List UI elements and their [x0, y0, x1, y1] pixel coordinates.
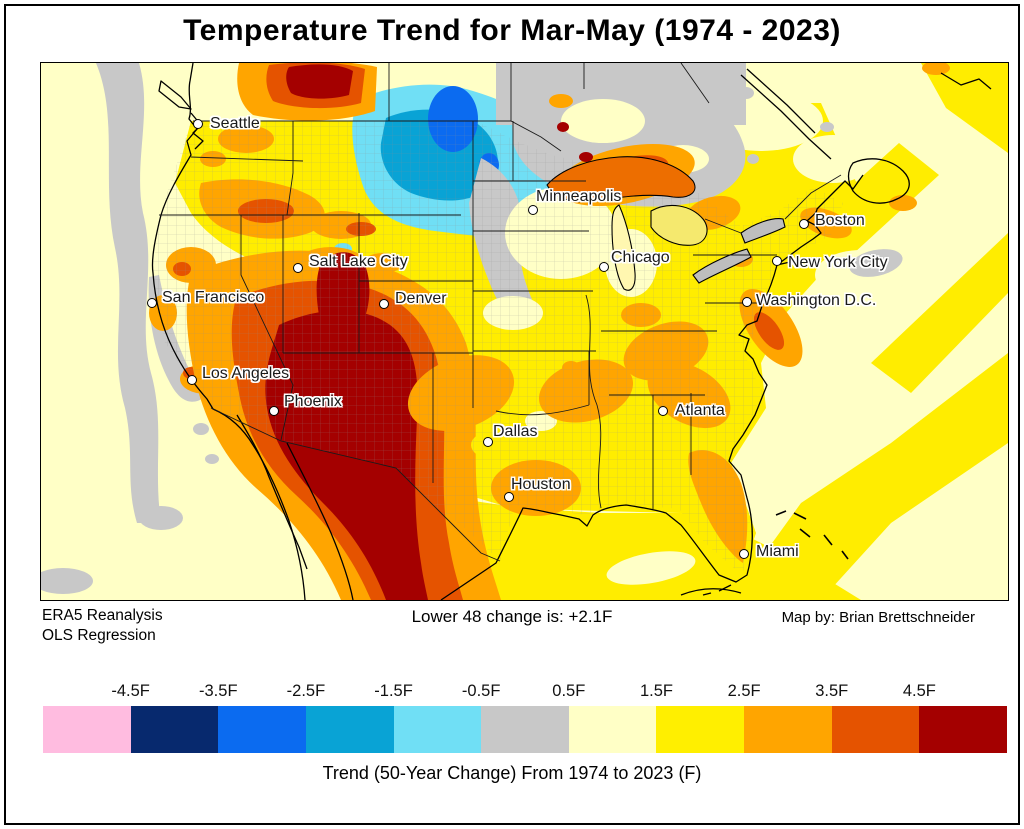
legend-tick-label: 3.5F: [815, 682, 849, 700]
city-label: San Francisco: [162, 289, 265, 306]
legend-color-swatch: [831, 706, 920, 753]
city-dot: [293, 263, 303, 273]
city-dot: [269, 406, 279, 416]
legend-ticks: -4.5F -3.5F -2.5F -1.5F -0.5F 0.5F 1.5F 2.5F 3.5…: [43, 682, 1007, 704]
city-label: Houston: [511, 476, 571, 493]
legend-tick-label: 2.5F: [727, 682, 761, 700]
state-borders: [159, 63, 842, 562]
map-panel: Seattle Salt Lake City San Francisco Los An…: [40, 62, 1009, 601]
credit-note: Map by: Brian Brettschneider: [781, 609, 975, 626]
method-line-2: OLS Regression: [42, 627, 156, 644]
legend-color-swatch: [43, 706, 131, 753]
city-label: Los Angeles: [202, 365, 290, 382]
legend-color-swatch: [744, 706, 832, 753]
legend-tick-label: 1.5F: [639, 682, 673, 700]
city-dot: [193, 119, 203, 129]
city-dot: [504, 492, 514, 502]
summary-note: Lower 48 change is: +2.1F: [411, 607, 613, 626]
city-label: New York City: [788, 254, 888, 271]
great-lakes: [546, 156, 786, 291]
method-line-1: ERA5 Reanalysis: [42, 607, 163, 624]
legend-color-swatch: [130, 706, 219, 753]
city-dot: [772, 256, 782, 266]
legend-tick-label: 0.5F: [552, 682, 586, 700]
legend-color-swatch: [305, 706, 394, 753]
city-label: Washington D.C.: [756, 292, 877, 309]
city-dot: [379, 299, 389, 309]
city-layer: Seattle Salt Lake City San Francisco Los An…: [41, 63, 1008, 600]
city-label: Boston: [815, 212, 865, 229]
city-dot: [742, 297, 752, 307]
legend-caption: Trend (50-Year Change) From 1974 to 2023…: [322, 763, 702, 783]
city-label: Seattle: [210, 115, 260, 132]
city-label: Miami: [756, 543, 799, 560]
legend-color-swatch: [568, 706, 657, 753]
city-dot: [739, 549, 749, 559]
legend-color-swatch: [919, 706, 1008, 753]
legend-tick-label: -4.5F: [111, 682, 150, 700]
legend-tick-label: -2.5F: [286, 682, 326, 700]
legend-tick-label: -3.5F: [199, 682, 238, 700]
city-dot: [528, 205, 538, 215]
city-label: Salt Lake City: [309, 253, 408, 270]
city-dot: [799, 219, 809, 229]
legend-tick-label: 4.5F: [902, 682, 936, 700]
city-label: Chicago: [611, 249, 670, 266]
city-dot: [483, 437, 493, 447]
method-note: ERA5 Reanalysis OLS Regression: [42, 606, 163, 646]
legend: -4.5F -3.5F -2.5F -1.5F -0.5F 0.5F 1.5F 2.5F 3.5…: [43, 682, 1008, 753]
city-label: Phoenix: [284, 393, 342, 410]
legend-color-swatch: [481, 706, 569, 753]
city-label: Denver: [395, 290, 447, 307]
city-dot: [599, 262, 609, 272]
city-label: Minneapolis: [536, 188, 622, 205]
legend-tick-label: -1.5F: [374, 682, 413, 700]
city-label: Atlanta: [675, 402, 725, 419]
city-dot: [658, 406, 668, 416]
legend-color-swatch: [656, 706, 745, 753]
legend-tick-label: -0.5F: [461, 682, 501, 700]
city-label: Dallas: [493, 423, 538, 440]
legend-color-swatch: [393, 706, 482, 753]
us-trend-map: [41, 63, 1008, 600]
legend-color-swatch: [218, 706, 306, 753]
city-dot: [147, 298, 157, 308]
city-dot: [187, 375, 197, 385]
figure-title: Temperature Trend for Mar-May (1974 - 20…: [183, 14, 841, 47]
legend-bar: [43, 706, 1008, 753]
